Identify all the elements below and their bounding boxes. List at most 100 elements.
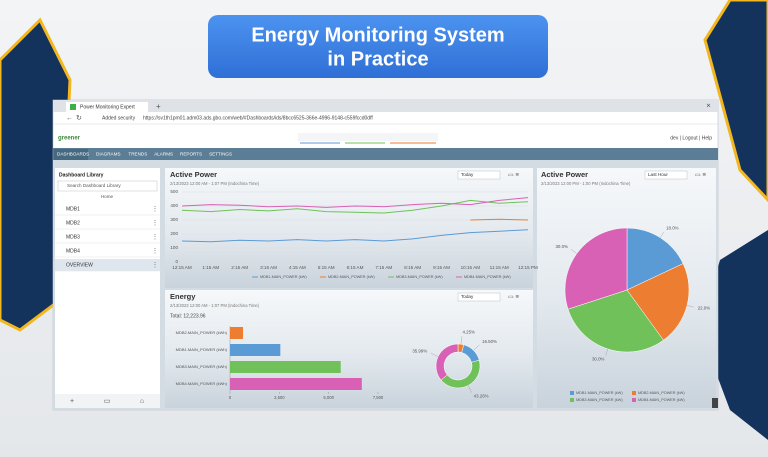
nav-active: [54, 149, 88, 160]
range-dropdown[interactable]: [457, 292, 501, 302]
nav-item[interactable]: DASHBOARDS: [57, 152, 89, 157]
banner-title: in Practice: [327, 48, 428, 70]
panel-menu[interactable]: ▭ ≡: [695, 173, 706, 179]
label-leader: [460, 336, 463, 345]
user-links[interactable]: dev | Logout | Help: [670, 135, 712, 141]
bar: [230, 361, 341, 373]
series-line: [181, 229, 529, 243]
nav-bar: [53, 148, 718, 160]
legend-label[interactable]: MDB3.MAIN_POWER (kW): [576, 398, 623, 402]
sidebar-action[interactable]: +: [70, 398, 74, 405]
sidebar-item[interactable]: MDB2: [66, 220, 80, 226]
value-label: 4.25%: [463, 329, 476, 334]
reload-button[interactable]: ↻: [76, 115, 82, 122]
bar: [230, 378, 362, 390]
sidebar-action[interactable]: ⌂: [140, 398, 144, 405]
category-label: MDB1.MAIN_POWER (kWh): [176, 347, 228, 352]
y-tick-label: 200: [170, 231, 178, 236]
legend-label[interactable]: MDB4.MAIN_POWER (kW): [464, 275, 511, 279]
x-tick-label: 3:15 AM: [260, 265, 277, 270]
legend-label[interactable]: MDB1.MAIN_POWER (kW): [260, 275, 307, 279]
item-menu[interactable]: ⋮: [152, 263, 158, 269]
home-label: Home: [101, 194, 114, 199]
x-tick-label: 2,500: [274, 395, 285, 400]
x-tick-label: 6:15 AM: [347, 265, 364, 270]
category-label: MDB3.MAIN_POWER (kWh): [176, 364, 228, 369]
nav-item[interactable]: ALARMS: [154, 152, 173, 157]
label-leader: [660, 231, 665, 238]
x-tick-label: 9:15 AM: [433, 265, 450, 270]
legend-label[interactable]: MDB4.MAIN_POWER (kW): [638, 398, 685, 402]
legend-swatch: [570, 391, 574, 395]
item-menu[interactable]: ⋮: [152, 235, 158, 241]
x-tick-label: 5:15 AM: [318, 265, 335, 270]
value-label: 30.0%: [555, 244, 568, 249]
search-placeholder[interactable]: Search Dashboard Library: [67, 183, 121, 188]
x-tick-label: 0: [229, 395, 232, 400]
x-tick-label: 7:15 AM: [375, 265, 392, 270]
sidebar-title: Dashboard Library: [59, 172, 104, 178]
sidebar: [55, 168, 160, 408]
panel-title: Energy: [170, 292, 196, 301]
value-label: 16.50%: [482, 339, 497, 344]
range-dropdown[interactable]: [644, 170, 688, 180]
y-tick-label: 300: [170, 217, 178, 222]
sidebar-footer: [55, 394, 160, 408]
panel-menu[interactable]: ▭ ≡: [508, 295, 519, 301]
item-menu[interactable]: ⋮: [152, 207, 158, 213]
range-value[interactable]: Last Hour: [648, 172, 668, 177]
x-tick-label: 2:15 AM: [231, 265, 248, 270]
legend-label[interactable]: MDB2.MAIN_POWER (kW): [328, 275, 375, 279]
close-button[interactable]: ✕: [706, 104, 711, 110]
y-tick-label: 400: [170, 203, 178, 208]
legend-label[interactable]: MDB2.MAIN_POWER (kW): [638, 391, 685, 395]
browser-tab[interactable]: [66, 102, 148, 112]
nav-item[interactable]: SETTINGS: [209, 152, 232, 157]
y-tick-label: 100: [170, 245, 178, 250]
sidebar-item[interactable]: MDB4: [66, 248, 80, 254]
legend-label[interactable]: MDB3.MAIN_POWER (kW): [396, 275, 443, 279]
y-tick-label: 0: [175, 259, 178, 264]
nav-item[interactable]: TRENDS: [128, 152, 147, 157]
x-tick-label: 8:15 AM: [404, 265, 421, 270]
status-bar: [298, 133, 438, 141]
y-tick-label: 500: [170, 189, 178, 194]
category-label: MDB4.MAIN_POWER (kWh): [176, 381, 228, 386]
item-menu[interactable]: ⋮: [152, 249, 158, 255]
sidebar-item[interactable]: MDB3: [66, 234, 80, 240]
value-label: 18.0%: [666, 226, 679, 231]
sidebar-item[interactable]: OVERVIEW: [66, 262, 93, 268]
panel-menu[interactable]: ▭ ≡: [508, 173, 519, 179]
value-label: 30.0%: [592, 357, 605, 362]
legend-swatch: [632, 398, 636, 402]
label-leader: [687, 305, 694, 308]
x-tick-label: 7,500: [373, 395, 384, 400]
nav-item[interactable]: REPORTS: [180, 152, 202, 157]
corner-shape-right-top: [703, 0, 768, 203]
range-value[interactable]: Today: [461, 294, 474, 299]
label-leader: [430, 353, 439, 357]
legend-label[interactable]: MDB1.MAIN_POWER (kW): [576, 391, 623, 395]
pie-slice: [626, 227, 684, 291]
bar: [230, 344, 281, 356]
total-label: Total: 12,223.96: [170, 313, 206, 319]
security-label: Added security: [102, 115, 136, 121]
search-box[interactable]: [57, 180, 158, 192]
url[interactable]: https://sv1th1pm01.adm03.ads.gbo.com/web…: [143, 115, 373, 121]
new-tab[interactable]: +: [156, 102, 161, 111]
back-button[interactable]: ←: [66, 115, 73, 122]
sidebar-item[interactable]: MDB1: [66, 206, 80, 212]
x-tick-label: 1:15 AM: [202, 265, 219, 270]
series-line: [470, 218, 529, 221]
range-value[interactable]: Today: [461, 172, 474, 177]
panel-subtitle: 2/13/2023 12:00 AM - 1:07 PM (Indochina …: [170, 303, 260, 308]
nav-item[interactable]: DIAGRAMS: [96, 152, 121, 157]
range-dropdown[interactable]: [457, 170, 501, 180]
sidebar-action[interactable]: ▭: [104, 398, 111, 405]
panel-subtitle: 2/13/2023 12:00 PM - 1:00 PM (Indochina …: [541, 181, 631, 186]
sidebar-item-active: [55, 259, 160, 271]
x-tick-label: 12:15 AM: [172, 265, 192, 270]
item-menu[interactable]: ⋮: [152, 221, 158, 227]
series-line: [181, 199, 529, 214]
